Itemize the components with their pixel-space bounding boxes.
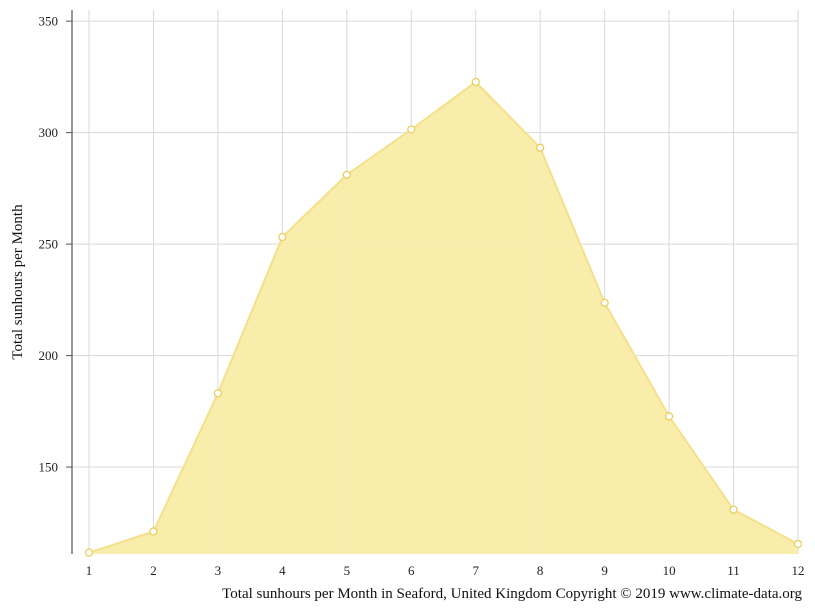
data-point [536, 143, 545, 152]
y-tick-label: 150 [39, 460, 59, 475]
y-axis-title: Total sunhours per Month [10, 204, 26, 360]
x-tick-label: 9 [601, 563, 608, 578]
axes [66, 10, 73, 554]
x-tick-label: 2 [150, 563, 157, 578]
data-point [149, 527, 158, 536]
y-tick-label: 250 [39, 237, 59, 252]
x-tick-label: 6 [408, 563, 415, 578]
x-tick-label: 8 [537, 563, 544, 578]
data-point [407, 125, 416, 134]
x-tick-label: 11 [727, 563, 740, 578]
y-tick-label: 200 [39, 348, 59, 363]
y-tick-label: 300 [39, 125, 59, 140]
y-tick-labels: 150 200 250 300 350 [39, 14, 59, 475]
x-tick-label: 4 [279, 563, 286, 578]
x-tick-label: 5 [344, 563, 351, 578]
data-point [84, 548, 94, 557]
x-tick-label: 7 [472, 563, 479, 578]
area-fill [89, 82, 798, 554]
data-point [278, 232, 287, 242]
x-tick-labels: 1 2 3 4 5 6 7 8 9 10 11 12 [86, 563, 805, 578]
data-point [600, 298, 609, 307]
x-axis-title: Total sunhours per Month in Seaford, Uni… [222, 586, 802, 602]
data-point [213, 389, 223, 398]
data-point [471, 77, 480, 87]
data-point [342, 170, 351, 179]
data-point [664, 412, 674, 421]
x-tick-label: 1 [86, 563, 93, 578]
y-tick-label: 350 [39, 14, 59, 29]
x-tick-label: 12 [792, 563, 805, 578]
x-tick-label: 3 [215, 563, 222, 578]
x-tick-label: 10 [663, 563, 676, 578]
data-point [729, 505, 738, 514]
series-line [88, 80, 799, 554]
data-point [793, 539, 803, 549]
data-points [84, 77, 803, 557]
